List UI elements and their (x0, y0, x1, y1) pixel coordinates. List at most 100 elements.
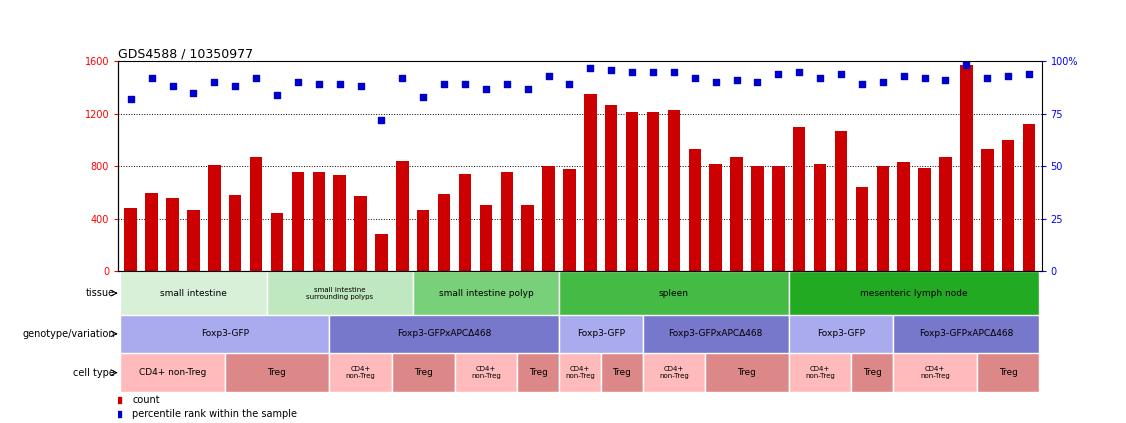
Point (477, 85, 495, 92)
Bar (270, 213, 284, 271)
Bar (919, 168, 931, 271)
Point (539, 73, 557, 80)
Bar (125, 208, 137, 271)
Bar (643, 315, 789, 353)
Bar (120, 353, 225, 393)
Bar (558, 353, 601, 393)
Bar (851, 353, 893, 393)
Bar (643, 353, 705, 393)
Point (811, 74, 829, 81)
Text: CD4+ non-Treg: CD4+ non-Treg (138, 368, 206, 377)
Point (852, 81, 870, 88)
Bar (893, 353, 976, 393)
Text: CD4+
non-Treg: CD4+ non-Treg (346, 366, 375, 379)
Text: cell type: cell type (73, 368, 115, 378)
Point (331, 81, 349, 88)
Bar (521, 205, 534, 271)
Bar (333, 176, 346, 271)
Point (373, 117, 391, 124)
Text: Foxp3-GFP: Foxp3-GFP (817, 330, 865, 338)
Bar (626, 112, 638, 271)
Text: Treg: Treg (529, 368, 547, 377)
Bar (789, 353, 851, 393)
Bar (1002, 140, 1015, 271)
Bar (417, 210, 429, 271)
Bar (834, 131, 847, 271)
Text: Treg: Treg (863, 368, 882, 377)
Bar (120, 271, 267, 315)
Point (895, 73, 913, 80)
Point (957, 62, 975, 69)
Bar (438, 194, 450, 271)
Bar (543, 166, 555, 271)
Bar (413, 271, 558, 315)
Point (915, 74, 933, 81)
Point (832, 71, 850, 77)
Point (561, 81, 579, 88)
Bar (517, 353, 558, 393)
Bar (688, 148, 701, 271)
Point (247, 74, 265, 81)
Bar (480, 205, 492, 271)
Bar (709, 164, 722, 271)
Point (519, 85, 537, 92)
Point (1020, 71, 1038, 77)
Point (226, 83, 244, 90)
Point (727, 77, 745, 83)
Bar (731, 157, 743, 271)
Bar (605, 105, 617, 271)
Bar (455, 353, 517, 393)
Text: percentile rank within the sample: percentile rank within the sample (132, 409, 297, 419)
Point (581, 64, 599, 71)
Text: GDS4588 / 10350977: GDS4588 / 10350977 (118, 47, 253, 60)
Text: Foxp3-GFP: Foxp3-GFP (577, 330, 625, 338)
Bar (392, 353, 455, 393)
Bar (167, 198, 179, 271)
Bar (856, 187, 868, 271)
Point (790, 69, 808, 75)
Point (414, 93, 432, 100)
Text: spleen: spleen (659, 288, 689, 298)
Bar (396, 161, 409, 271)
Text: small intestine: small intestine (160, 288, 226, 298)
Bar (960, 65, 973, 271)
Point (664, 69, 682, 75)
Bar (329, 353, 392, 393)
Bar (976, 353, 1039, 393)
Point (498, 81, 516, 88)
Bar (939, 157, 951, 271)
Bar (772, 166, 785, 271)
Text: CD4+
non-Treg: CD4+ non-Treg (565, 366, 595, 379)
Bar (313, 172, 325, 271)
Bar (793, 127, 805, 271)
Point (937, 77, 955, 83)
Text: Foxp3-GFPxAPCΔ468: Foxp3-GFPxAPCΔ468 (919, 330, 1013, 338)
Bar (145, 192, 158, 271)
Point (602, 66, 620, 73)
Point (393, 74, 411, 81)
Bar (458, 173, 472, 271)
Text: Foxp3-GFPxAPCΔ468: Foxp3-GFPxAPCΔ468 (397, 330, 491, 338)
Bar (501, 172, 513, 271)
Bar (292, 172, 304, 271)
Bar (225, 353, 329, 393)
Text: small intestine
surrounding polyps: small intestine surrounding polyps (306, 287, 373, 299)
Bar (584, 94, 597, 271)
Bar (601, 353, 643, 393)
Text: Treg: Treg (738, 368, 757, 377)
Point (163, 83, 181, 90)
Point (686, 74, 704, 81)
Point (749, 79, 767, 85)
Bar (893, 315, 1039, 353)
Bar (229, 195, 241, 271)
Point (205, 79, 223, 85)
Point (874, 79, 892, 85)
Bar (208, 165, 221, 271)
Text: count: count (132, 396, 160, 405)
Point (268, 91, 286, 98)
Point (978, 74, 997, 81)
Bar (705, 353, 789, 393)
Bar (355, 197, 367, 271)
Bar (250, 157, 262, 271)
Bar (751, 166, 763, 271)
